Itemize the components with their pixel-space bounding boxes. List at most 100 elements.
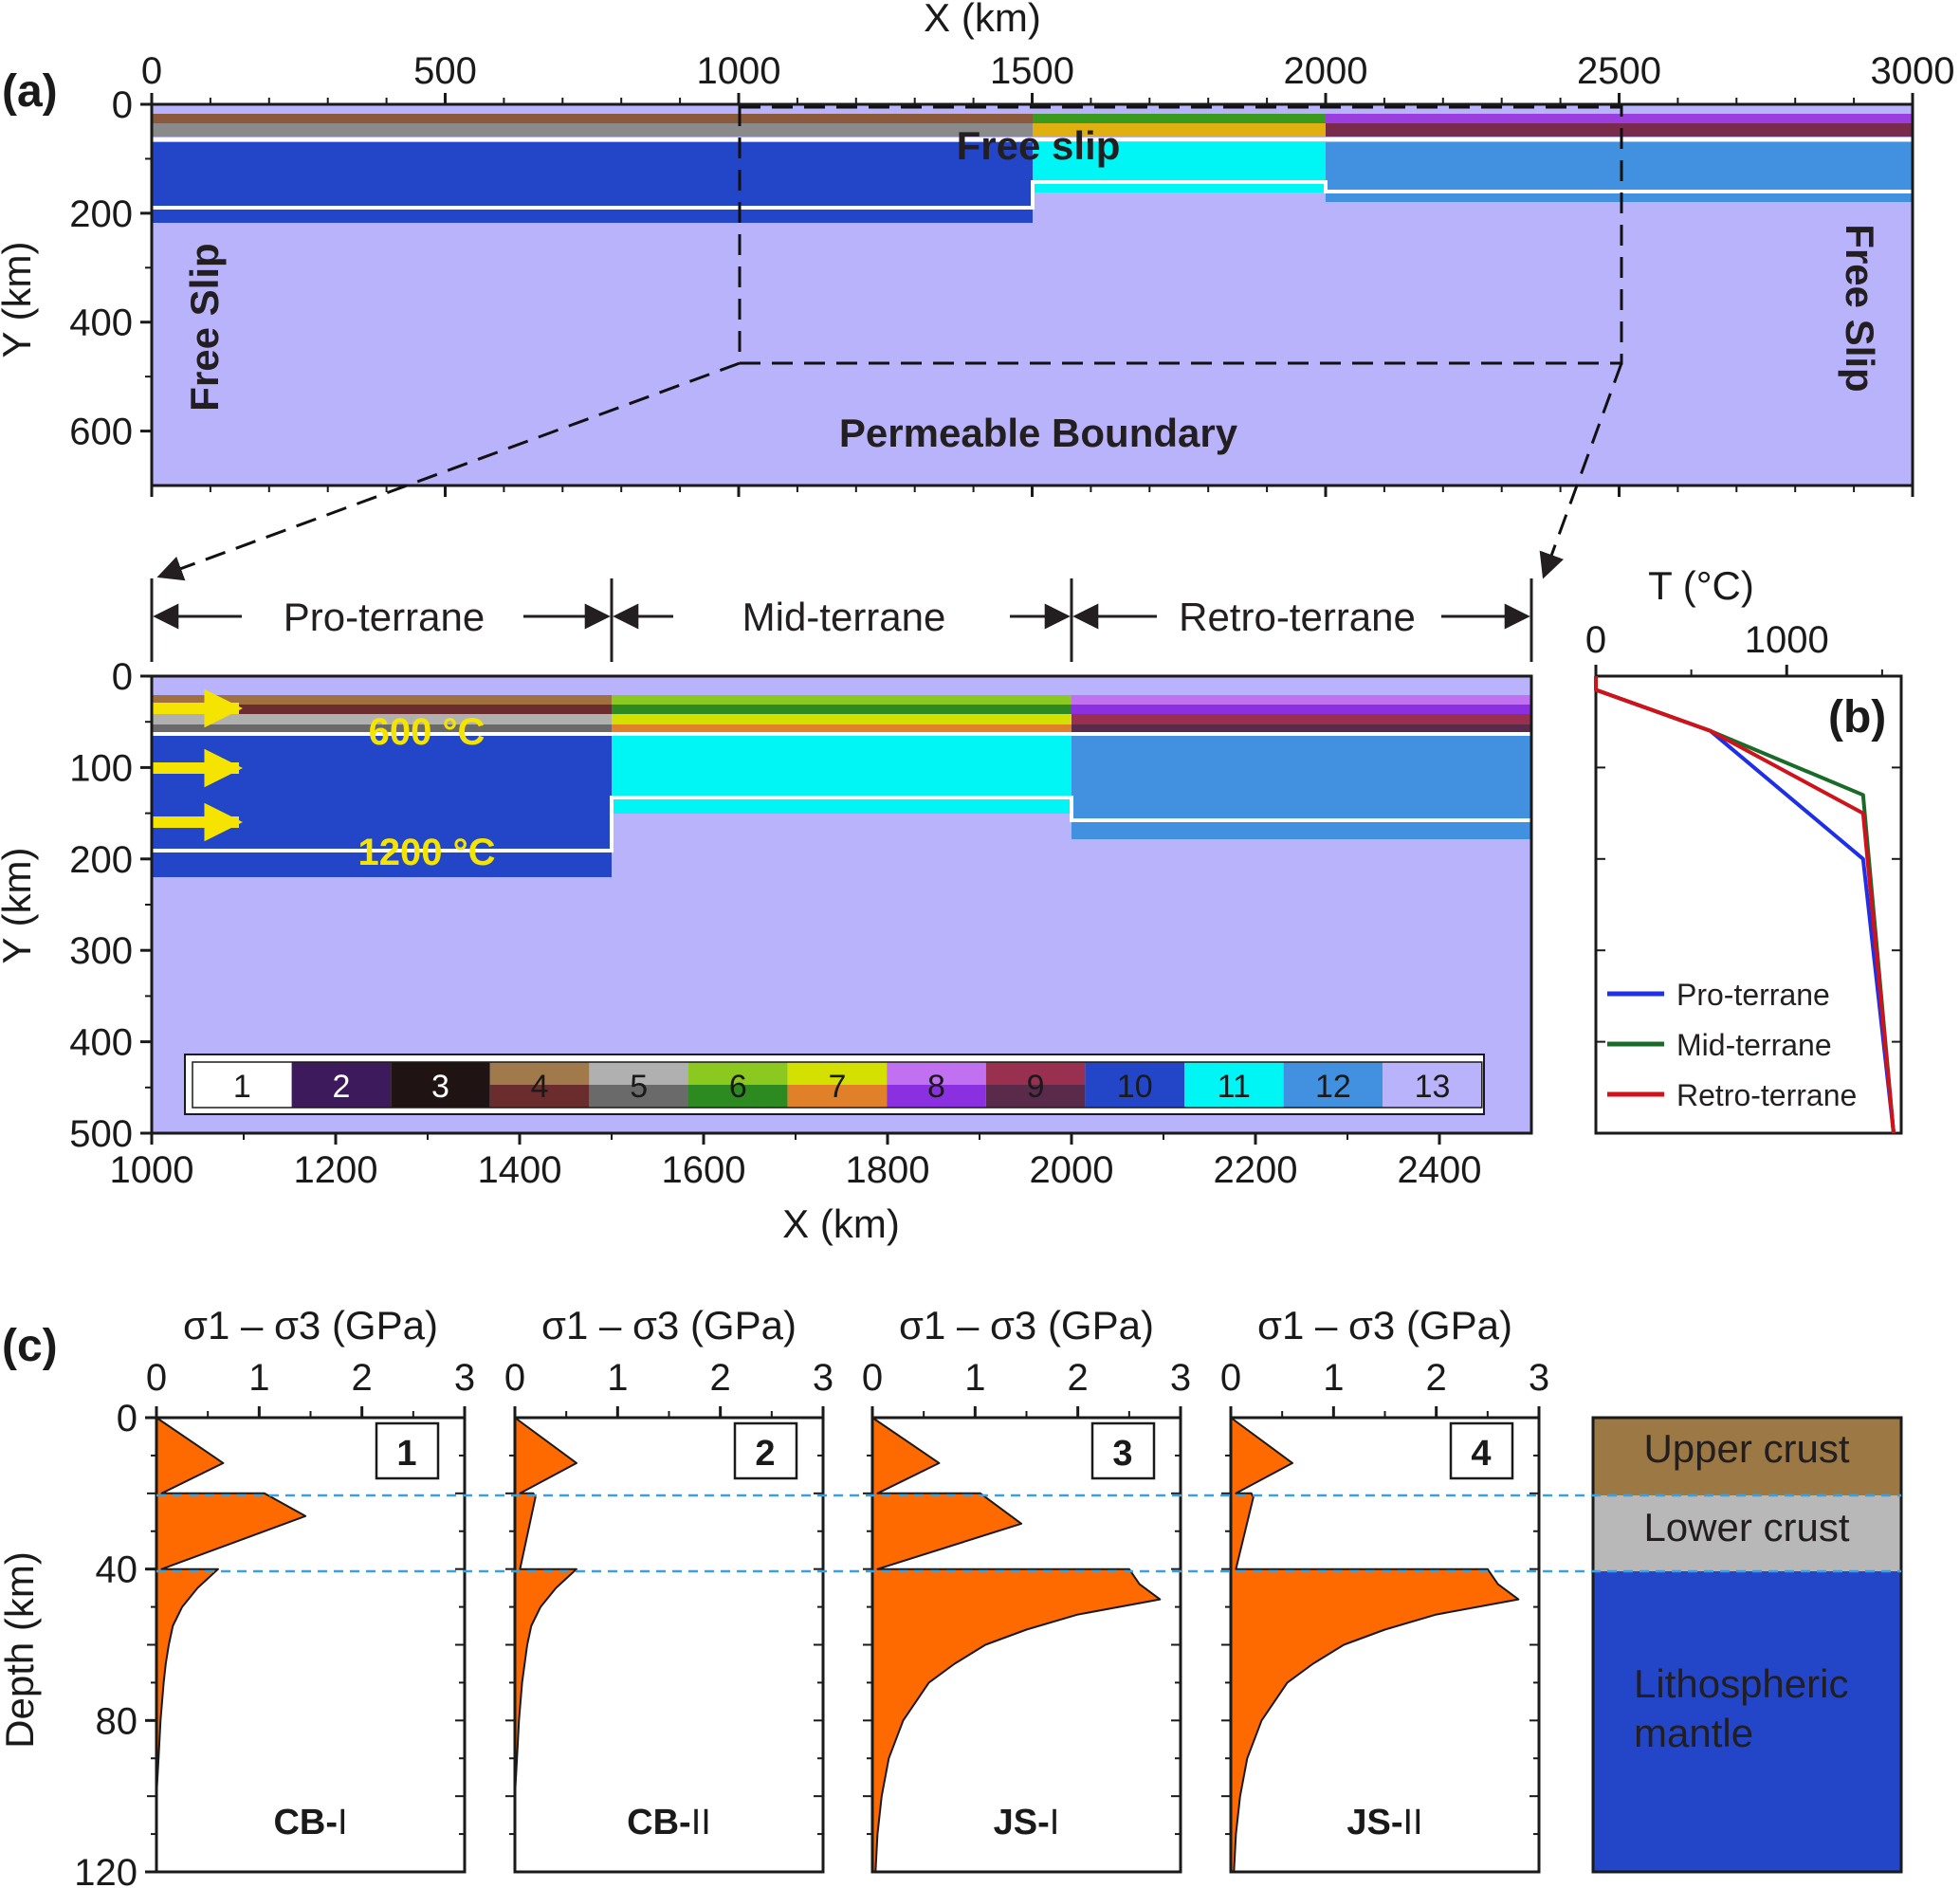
c-x-tick-label: 0	[146, 1357, 167, 1399]
c-x-tick-label: 1	[607, 1357, 628, 1399]
zoom-box	[738, 105, 1623, 365]
a-y-tick-label: 200	[69, 193, 133, 235]
rheology-column: Upper crust Lower crust Lithospheric man…	[1591, 1416, 1903, 1874]
geotherm-legend-retro: Retro-terrane	[1676, 1078, 1857, 1112]
zoom-y-axis-title: Y (km)	[0, 848, 39, 964]
profile-number-box	[1090, 1421, 1156, 1480]
c-y-tick-label: 40	[96, 1549, 138, 1591]
profile-name: CB-II	[627, 1803, 711, 1842]
legend-label: 7	[828, 1069, 846, 1105]
geotherm-retro-terrane	[1594, 676, 1896, 1134]
legend-label: 9	[1027, 1069, 1045, 1105]
strength-envelope-3	[871, 1417, 1162, 1873]
c-x-tick-label: 1	[1323, 1357, 1344, 1399]
zoom-y-ticks: 0 100 200 300 400 500	[69, 656, 152, 1155]
c-y-tick-label: 120	[74, 1852, 137, 1888]
zoom-x-tick-label: 1800	[846, 1149, 930, 1191]
upper-crust-label: Upper crust	[1643, 1426, 1849, 1471]
c-y-ticks: 0 40 80 120	[74, 1398, 156, 1888]
c-x-tick-label: 1	[248, 1357, 269, 1399]
zoom-y-tick-label: 100	[69, 747, 133, 789]
a-x-tick-label: 1500	[990, 50, 1074, 92]
bottom-boundary-label: Permeable Boundary	[839, 411, 1238, 455]
legend-label: 5	[630, 1069, 648, 1105]
b-x-tick-label: 1000	[1745, 619, 1829, 661]
legend-swatch-top	[589, 1062, 688, 1085]
zoom-x-tick-label: 2000	[1030, 1149, 1114, 1191]
mid-lower-crust	[1033, 123, 1326, 137]
zoom-x-tick-label: 2400	[1398, 1149, 1482, 1191]
left-boundary-label: Free Slip	[182, 243, 227, 411]
panel-b-axis-title: T (°C)	[1648, 563, 1754, 608]
panel-a: (a) X (km) Y (km) 0500100015002000250030…	[0, 0, 1954, 581]
strength-envelope-4	[1230, 1417, 1520, 1873]
zoom-x-tick-label: 2200	[1214, 1149, 1298, 1191]
right-boundary-label: Free Slip	[1838, 224, 1882, 392]
panel-a-x-axis-title: X (km)	[924, 0, 1041, 40]
c-x-tick-label: 3	[1170, 1357, 1191, 1399]
c-x-tick-label: 0	[862, 1357, 883, 1399]
zoom-y-tick-label: 200	[69, 839, 133, 881]
isotherm-600-label: 600 °C	[369, 711, 485, 753]
zoom-arrow-right	[1539, 362, 1623, 579]
legend-swatch-bottom	[887, 1085, 986, 1108]
legend-swatch-top	[1085, 1062, 1184, 1085]
strength-envelope-2	[514, 1417, 577, 1798]
legend-swatch-top	[787, 1062, 888, 1085]
c-x-axis-title: σ1 – σ3 (GPa)	[541, 1303, 797, 1347]
isotherm-1200-label: 1200 °C	[358, 832, 496, 873]
a-x-tick-label: 500	[413, 50, 477, 92]
panel-a-y-axis-title: Y (km)	[0, 242, 39, 358]
panel-a-y-ticks: 0 200 400 600	[69, 84, 152, 453]
panel-b-ticks: 0 1000	[1585, 619, 1901, 1043]
zoom-x-tick-label: 1400	[478, 1149, 562, 1191]
strength-panel-2: 0 1 2 3σ1 – σ3 (GPa)2CB-II	[504, 1303, 833, 1874]
panel-c-label: (c)	[2, 1321, 58, 1371]
zoom-y-tick-label: 0	[112, 656, 133, 698]
strength-envelope-1	[156, 1417, 307, 1798]
retro-terrane-label: Retro-terrane	[1179, 595, 1416, 639]
profile-name: JS-II	[1346, 1803, 1422, 1842]
isotherm-1200-a	[152, 180, 1913, 210]
top-boundary-label: Free slip	[957, 123, 1121, 168]
legend-swatch-top	[192, 1062, 292, 1085]
zoom-y-tick-label: 400	[69, 1022, 133, 1064]
zoom-arrow-left	[156, 361, 741, 581]
c-x-tick-label: 2	[1068, 1357, 1089, 1399]
b-x-tick-label: 0	[1585, 619, 1606, 661]
legend-swatch-top	[688, 1062, 788, 1085]
legend-label: 10	[1117, 1069, 1153, 1105]
panel-b-frame	[1594, 674, 1903, 1135]
legend-label: 3	[431, 1069, 449, 1105]
panel-a-x-ticks: 0 500 1000 1500 2000 2500 3000	[141, 50, 1954, 497]
legend-label: 4	[531, 1069, 549, 1105]
legend-label: 13	[1415, 1069, 1451, 1105]
a-x-tick-label: 2500	[1577, 50, 1661, 92]
zoom-y-tick-label: 300	[69, 930, 133, 972]
legend-swatch-bottom	[589, 1085, 688, 1108]
zoom-x-axis-title: X (km)	[782, 1201, 900, 1246]
pro-terrane-label: Pro-terrane	[284, 595, 485, 639]
zoom-x-tick-label: 1600	[662, 1149, 746, 1191]
legend-swatch-bottom	[1283, 1085, 1383, 1108]
legend-swatch-bottom	[291, 1085, 392, 1108]
profile-number-box	[733, 1421, 798, 1480]
strength-panel-1: 0 1 2 3σ1 – σ3 (GPa)1CB-I	[146, 1303, 475, 1874]
c-x-tick-label: 0	[1220, 1357, 1241, 1399]
profile-number: 3	[1112, 1434, 1132, 1474]
legend-swatch-bottom	[1085, 1085, 1184, 1108]
pro-lower-crust	[152, 123, 1033, 137]
c-x-tick-label: 3	[1529, 1357, 1549, 1399]
mid-lithosphere-base	[1033, 187, 1326, 192]
legend-swatch-bottom	[1184, 1085, 1284, 1108]
c-x-axis-title: σ1 – σ3 (GPa)	[1257, 1303, 1512, 1347]
lower-crust-label: Lower crust	[1643, 1505, 1849, 1549]
legend-label: 1	[233, 1069, 251, 1105]
pro-upper-crust	[152, 114, 1033, 123]
c-x-axis-title: σ1 – σ3 (GPa)	[183, 1303, 438, 1347]
panel-b-label: (b)	[1828, 692, 1886, 742]
a-y-tick-label: 400	[69, 302, 133, 344]
c-x-tick-label: 0	[504, 1357, 525, 1399]
legend-swatch-top	[489, 1062, 590, 1085]
geotherm-lines	[1594, 676, 1896, 1134]
